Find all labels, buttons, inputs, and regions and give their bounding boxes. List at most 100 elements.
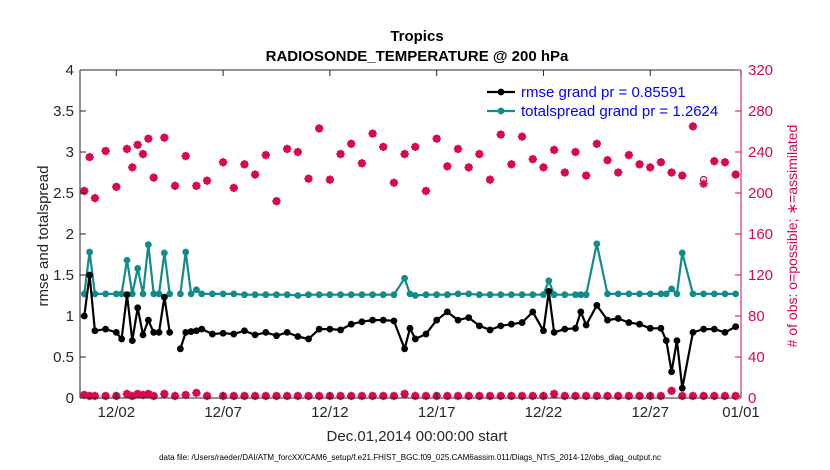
totalspread-point — [577, 291, 585, 299]
obs-low-assimilated-marker — [720, 391, 730, 401]
totalspread-point — [454, 290, 462, 298]
totalspread-point — [251, 291, 259, 299]
obs-assimilated-marker — [336, 149, 345, 159]
obs-low-assimilated-marker — [613, 391, 623, 401]
rmse-point — [497, 322, 505, 330]
totalspread-point — [326, 291, 334, 299]
y-right-tick-label: 40 — [748, 349, 765, 366]
obs-low-assimilated-marker — [368, 391, 377, 401]
y-right-tick-label: 120 — [748, 267, 773, 284]
totalspread-point — [347, 291, 355, 299]
obs-assimilated-marker — [592, 139, 602, 148]
totalspread-point — [518, 291, 526, 299]
obs-assimilated-marker — [624, 150, 634, 160]
totalspread-point — [582, 291, 590, 299]
obs-assimilated-marker — [293, 147, 303, 157]
obs-assimilated-marker — [128, 163, 137, 172]
totalspread-point — [369, 291, 376, 299]
obs-low-assimilated-marker — [192, 388, 201, 398]
totalspread-point — [710, 290, 718, 298]
obs-assimilated-marker — [261, 150, 271, 160]
y-right-tick-label: 320 — [748, 62, 773, 79]
totalspread-point — [443, 291, 451, 299]
totalspread-point — [219, 290, 227, 298]
rmse-point — [326, 325, 334, 333]
obs-low-assimilated-marker — [170, 391, 180, 401]
obs-assimilated-marker — [603, 156, 612, 165]
totalspread-point — [262, 291, 270, 299]
obs-assimilated-marker — [368, 129, 377, 138]
obs-assimilated-marker — [528, 154, 537, 164]
obs-low-assimilated-marker — [496, 391, 505, 401]
obs-low-assimilated-marker — [149, 391, 158, 401]
totalspread-point — [732, 290, 740, 298]
obs-low-assimilated-marker — [635, 391, 644, 401]
totalspread-point — [657, 290, 665, 298]
totalspread-point — [411, 292, 419, 299]
legend-spread-marker — [497, 107, 505, 115]
rmse-point — [123, 291, 131, 299]
y-tick-label: 1 — [66, 308, 74, 325]
totalspread-point — [150, 290, 158, 298]
rmse-point — [155, 329, 163, 336]
totalspread-point — [529, 291, 537, 299]
obs-low-assimilated-marker — [678, 391, 687, 401]
rmse-point — [646, 324, 654, 332]
totalspread-point — [283, 291, 291, 299]
obs-assimilated-marker — [272, 197, 281, 206]
obs-assimilated-marker — [507, 160, 516, 169]
obs-assimilated-marker — [731, 170, 740, 179]
rmse-point — [166, 329, 174, 336]
obs-assimilated-marker — [421, 186, 431, 196]
obs-low-assimilated-marker — [282, 391, 292, 401]
totalspread-point — [401, 274, 409, 282]
totalspread-point — [508, 291, 515, 299]
totalspread-point — [721, 290, 729, 298]
rmse-point — [406, 324, 414, 332]
totalspread-point — [241, 291, 248, 299]
obs-low-assimilated-marker — [229, 391, 238, 401]
obs-assimilated-marker — [229, 183, 238, 193]
obs-assimilated-marker — [411, 142, 420, 152]
rmse-point — [625, 319, 633, 326]
obs-assimilated-marker — [453, 144, 463, 154]
footnote: data file: /Users/raeder/DAI/ATM_forcXX/… — [159, 453, 661, 462]
totalspread-point — [550, 291, 558, 299]
totalspread-point — [625, 290, 633, 298]
obs-low-assimilated-marker — [464, 391, 473, 401]
totalspread-point — [572, 291, 579, 299]
y-right-tick-label: 160 — [748, 226, 773, 243]
rmse-point — [572, 324, 579, 332]
obs-low-assimilated-marker — [400, 389, 409, 399]
totalspread-point — [305, 291, 312, 299]
obs-low-assimilated-marker — [379, 391, 388, 401]
obs-assimilated-marker — [250, 170, 260, 179]
totalspread-point — [294, 292, 302, 299]
obs-assimilated-marker — [138, 149, 148, 159]
obs-low-assimilated-marker — [347, 391, 356, 401]
totalspread-point — [433, 291, 441, 299]
totalspread-point — [230, 290, 238, 298]
obs-low-assimilated-marker — [304, 391, 313, 401]
obs-low-assimilated-marker — [710, 391, 719, 401]
rmse-point — [662, 337, 670, 344]
obs-low-assimilated-marker — [202, 391, 212, 401]
x-tick-label: 12/02 — [98, 404, 136, 421]
y-tick-label: 1.5 — [53, 267, 74, 284]
rmse-point — [251, 331, 259, 339]
rmse-point — [347, 320, 355, 328]
x-tick-label: 12/27 — [631, 404, 669, 421]
x-tick-label: 01/01 — [722, 404, 760, 421]
totalspread-point — [155, 290, 163, 298]
totalspread-point — [390, 291, 398, 299]
rmse-point — [262, 329, 270, 336]
totalspread-point — [700, 290, 708, 298]
legend-rmse-marker — [497, 88, 505, 96]
totalspread-point — [128, 290, 136, 298]
obs-assimilated-marker — [181, 151, 190, 161]
obs-assimilated-marker — [613, 168, 623, 177]
obs-low-assimilated-marker — [731, 391, 740, 401]
rmse-point — [577, 308, 585, 316]
rmse-point — [518, 319, 526, 326]
